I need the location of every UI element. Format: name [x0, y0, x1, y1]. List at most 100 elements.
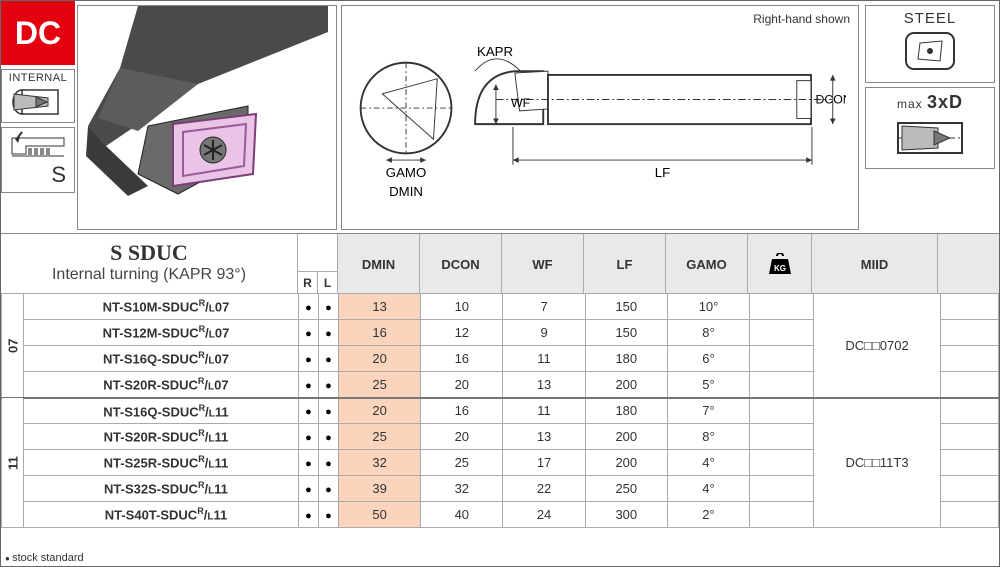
group-code: 07: [2, 294, 24, 398]
col-gamo: GAMO: [665, 234, 747, 294]
cell-dmin: 20: [338, 398, 420, 424]
internal-label-box: INTERNAL: [1, 69, 75, 123]
internal-icon: [8, 84, 68, 120]
cell-blank: [940, 294, 998, 320]
part-number: NT-S32S-SDUCR/L11: [24, 476, 299, 502]
col-lf: LF: [583, 234, 665, 294]
stock-r: [298, 450, 318, 476]
col-blank: [937, 234, 999, 294]
cell-blank: [940, 424, 998, 450]
side-label-stack: DC INTERNAL S: [1, 1, 75, 193]
cell-wf: 11: [503, 398, 585, 424]
lf-label: LF: [655, 165, 670, 180]
cell-blank: [940, 346, 998, 372]
product-3d-illustration: [77, 5, 337, 230]
cell-wf: 13: [503, 424, 585, 450]
table-row: 11NT-S16Q-SDUCR/L112016111807°DC□□11T3: [2, 398, 999, 424]
cell-dmin: 16: [338, 320, 420, 346]
group-code: 11: [2, 398, 24, 528]
dmin-label: DMIN: [389, 184, 423, 199]
stock-l: [318, 372, 338, 398]
s-label-box: S: [1, 127, 75, 193]
cell-blank: [940, 398, 998, 424]
cell-dcon: 16: [421, 346, 503, 372]
cell-gamo: 4°: [667, 450, 749, 476]
stock-l: [318, 398, 338, 424]
cell-dcon: 12: [421, 320, 503, 346]
steel-icon: [900, 27, 960, 75]
steel-box: STEEL: [865, 5, 995, 83]
col-weight-icon: KG: [747, 234, 811, 294]
cell-lf: 200: [585, 424, 667, 450]
cell-weight: [750, 372, 814, 398]
stock-l: [318, 320, 338, 346]
cell-lf: 250: [585, 476, 667, 502]
cell-weight: [750, 450, 814, 476]
cell-weight: [750, 398, 814, 424]
table-row: 07NT-S10M-SDUCR/L071310715010°DC□□0702: [2, 294, 999, 320]
cell-blank: [940, 476, 998, 502]
cell-dcon: 16: [421, 398, 503, 424]
cell-dmin: 32: [338, 450, 420, 476]
part-number: NT-S10M-SDUCR/L07: [24, 294, 299, 320]
steel-label: STEEL: [866, 10, 994, 27]
cell-miid: DC□□0702: [814, 294, 940, 398]
part-number: NT-S25R-SDUCR/L11: [24, 450, 299, 476]
top-region: DC INTERNAL S: [1, 1, 999, 233]
stock-r: [298, 398, 318, 424]
wf-label: WF: [511, 96, 531, 110]
cell-lf: 200: [585, 372, 667, 398]
maxd-box: max 3xD: [865, 87, 995, 169]
cell-gamo: 6°: [667, 346, 749, 372]
col-l: L: [317, 272, 337, 294]
cell-dcon: 40: [421, 502, 503, 528]
stock-r: [298, 320, 318, 346]
footnote: stock standard: [5, 552, 84, 564]
cell-dcon: 10: [421, 294, 503, 320]
cell-gamo: 7°: [667, 398, 749, 424]
part-number: NT-S16Q-SDUCR/L11: [24, 398, 299, 424]
cell-gamo: 10°: [667, 294, 749, 320]
cell-dmin: 25: [338, 424, 420, 450]
cell-wf: 17: [503, 450, 585, 476]
stock-l: [318, 424, 338, 450]
stock-l: [318, 294, 338, 320]
cell-gamo: 8°: [667, 424, 749, 450]
part-number: NT-S12M-SDUCR/L07: [24, 320, 299, 346]
cell-miid: DC□□11T3: [814, 398, 940, 528]
part-number: NT-S40T-SDUCR/L11: [24, 502, 299, 528]
cell-lf: 180: [585, 346, 667, 372]
cell-lf: 150: [585, 320, 667, 346]
cell-gamo: 4°: [667, 476, 749, 502]
cell-gamo: 8°: [667, 320, 749, 346]
cell-weight: [750, 294, 814, 320]
product-subtitle: Internal turning (KAPR 93°): [1, 266, 297, 284]
cell-lf: 200: [585, 450, 667, 476]
cell-weight: [750, 502, 814, 528]
cell-blank: [940, 320, 998, 346]
cell-dmin: 50: [338, 502, 420, 528]
stock-r: [298, 424, 318, 450]
technical-drawing: Right-hand shown GAMO DMIN KAPR WF: [341, 5, 859, 230]
spec-table-area: 07NT-S10M-SDUCR/L071310715010°DC□□0702NT…: [1, 293, 999, 546]
cell-weight: [750, 476, 814, 502]
stock-l: [318, 450, 338, 476]
product-name: S SDUC: [1, 240, 297, 266]
cell-wf: 11: [503, 346, 585, 372]
right-label-stack: STEEL max 3xD: [865, 5, 995, 173]
cell-dmin: 39: [338, 476, 420, 502]
stock-l: [318, 346, 338, 372]
stock-r: [298, 346, 318, 372]
cell-dmin: 25: [338, 372, 420, 398]
col-miid: MIID: [811, 234, 937, 294]
cell-blank: [940, 372, 998, 398]
column-headers: R L DMIN DCON WF LF GAMO KG MIID: [297, 234, 999, 294]
cell-gamo: 5°: [667, 372, 749, 398]
stock-r: [298, 372, 318, 398]
header-row: S SDUC Internal turning (KAPR 93°) R L D…: [1, 233, 999, 293]
cell-wf: 24: [503, 502, 585, 528]
cell-wf: 9: [503, 320, 585, 346]
svg-text:KG: KG: [774, 264, 786, 273]
cell-blank: [940, 502, 998, 528]
cell-weight: [750, 320, 814, 346]
